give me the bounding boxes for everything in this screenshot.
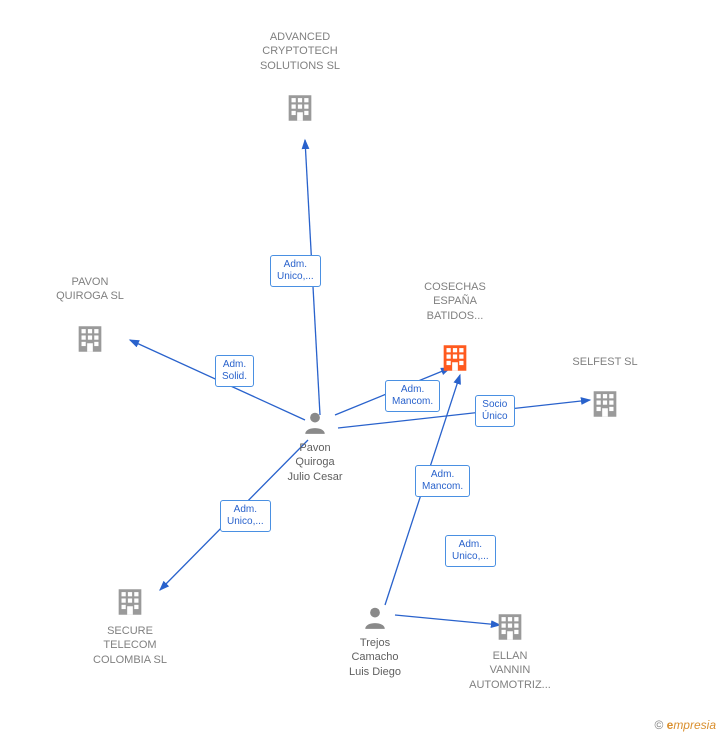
copyright-symbol: © (654, 718, 663, 732)
building-icon (493, 610, 527, 649)
node-pavon_sl[interactable]: PAVONQUIROGA SL (30, 275, 150, 361)
node-secure[interactable]: SECURETELECOMCOLOMBIA SL (70, 585, 190, 667)
node-advanced[interactable]: ADVANCEDCRYPTOTECHSOLUTIONS SL (240, 30, 360, 130)
node-ellan[interactable]: ELLANVANNINAUTOMOTRIZ... (450, 610, 570, 692)
building-icon (438, 341, 472, 380)
edge-label: Adm.Unico,... (270, 255, 321, 287)
building-icon (73, 322, 107, 361)
node-label: COSECHASESPAÑABATIDOS... (395, 280, 515, 323)
node-cosechas[interactable]: COSECHASESPAÑABATIDOS... (395, 280, 515, 380)
node-pavon_person[interactable]: PavonQuirogaJulio Cesar (255, 410, 375, 484)
person-icon (362, 605, 388, 636)
network-canvas: ADVANCEDCRYPTOTECHSOLUTIONS SL PAVONQUIR… (0, 0, 728, 740)
edge-label: Adm.Mancom. (385, 380, 440, 412)
building-icon (113, 585, 147, 624)
brand-text: mpresia (673, 718, 716, 732)
edge-label: Adm.Mancom. (415, 465, 470, 497)
node-label: ADVANCEDCRYPTOTECHSOLUTIONS SL (240, 30, 360, 73)
edge-label: Adm.Unico,... (220, 500, 271, 532)
node-label: ELLANVANNINAUTOMOTRIZ... (450, 649, 570, 692)
node-label: PAVONQUIROGA SL (30, 275, 150, 304)
node-trejos[interactable]: TrejosCamachoLuis Diego (315, 605, 435, 679)
edge-label: SocioÚnico (475, 395, 515, 427)
person-icon (302, 410, 328, 441)
building-icon (588, 387, 622, 426)
node-label: SELFEST SL (545, 355, 665, 369)
copyright-footer: © empresia (654, 718, 716, 732)
node-label: TrejosCamachoLuis Diego (315, 636, 435, 679)
node-selfest[interactable]: SELFEST SL (545, 355, 665, 426)
building-icon (283, 91, 317, 130)
edge-label: Adm.Unico,... (445, 535, 496, 567)
node-label: PavonQuirogaJulio Cesar (255, 441, 375, 484)
edge-label: Adm.Solid. (215, 355, 254, 387)
node-label: SECURETELECOMCOLOMBIA SL (70, 624, 190, 667)
